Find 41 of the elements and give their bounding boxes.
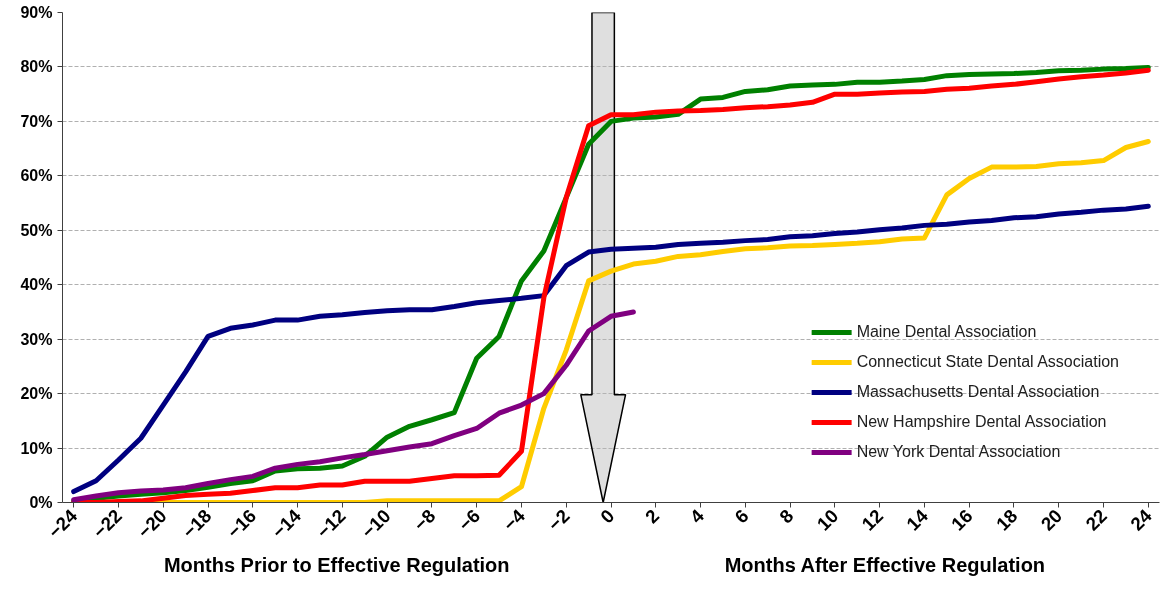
x-tick-label: 18 (991, 505, 1022, 535)
legend-label: Massachusetts Dental Association (856, 383, 1100, 401)
x-tick-label: 12 (857, 505, 888, 535)
y-tick-label: 40% (20, 276, 53, 294)
y-tick-label: 0% (29, 494, 53, 511)
x-tick-label: 20 (1036, 505, 1067, 535)
y-tick-label: 80% (20, 58, 53, 76)
y-tick-label: 50% (20, 221, 53, 239)
x-tick-label: 6 (730, 505, 753, 528)
text: Months Prior to Effective Regulation (163, 553, 510, 576)
text: Months After Effective Regulation (724, 553, 1046, 576)
x-tick-label: −20 (133, 505, 171, 543)
y-tick-label: 60% (20, 167, 53, 185)
x-tick-label: 4 (685, 504, 709, 528)
x-tick-label: 22 (1081, 505, 1111, 535)
y-tick-label: 90% (20, 4, 53, 21)
x-tick-label: −8 (409, 505, 440, 535)
x-tick-label: 14 (902, 504, 933, 535)
x-tick-label: −4 (498, 504, 530, 535)
y-tick-label: 10% (20, 439, 53, 457)
x-tick-label: 10 (812, 505, 843, 535)
legend-label: New York Dental Association (856, 443, 1061, 461)
x-tick-label: −12 (312, 505, 350, 543)
y-tick-label: 20% (20, 385, 53, 403)
x-tick-label: −16 (222, 505, 261, 543)
x-tick-label: 0 (596, 505, 619, 528)
legend-label: Maine Dental Association (856, 323, 1037, 341)
y-tick-label: 70% (20, 112, 53, 130)
x-tick-label: 8 (775, 505, 798, 528)
legend-label: Connecticut State Dental Association (856, 353, 1119, 371)
x-tick-label: −18 (178, 505, 216, 543)
x-tick-label: 16 (947, 505, 977, 535)
x-tick-label: 24 (1126, 504, 1157, 535)
x-tick-label: −2 (543, 505, 574, 535)
x-tick-label: −6 (454, 505, 485, 535)
x-tick-label: −10 (357, 505, 395, 543)
y-tick-label: 30% (20, 330, 53, 348)
legend-label: New Hampshire Dental Association (856, 413, 1107, 431)
x-tick-label: −22 (88, 505, 126, 543)
x-tick-label: 2 (641, 505, 664, 528)
x-tick-label: −14 (267, 504, 306, 543)
